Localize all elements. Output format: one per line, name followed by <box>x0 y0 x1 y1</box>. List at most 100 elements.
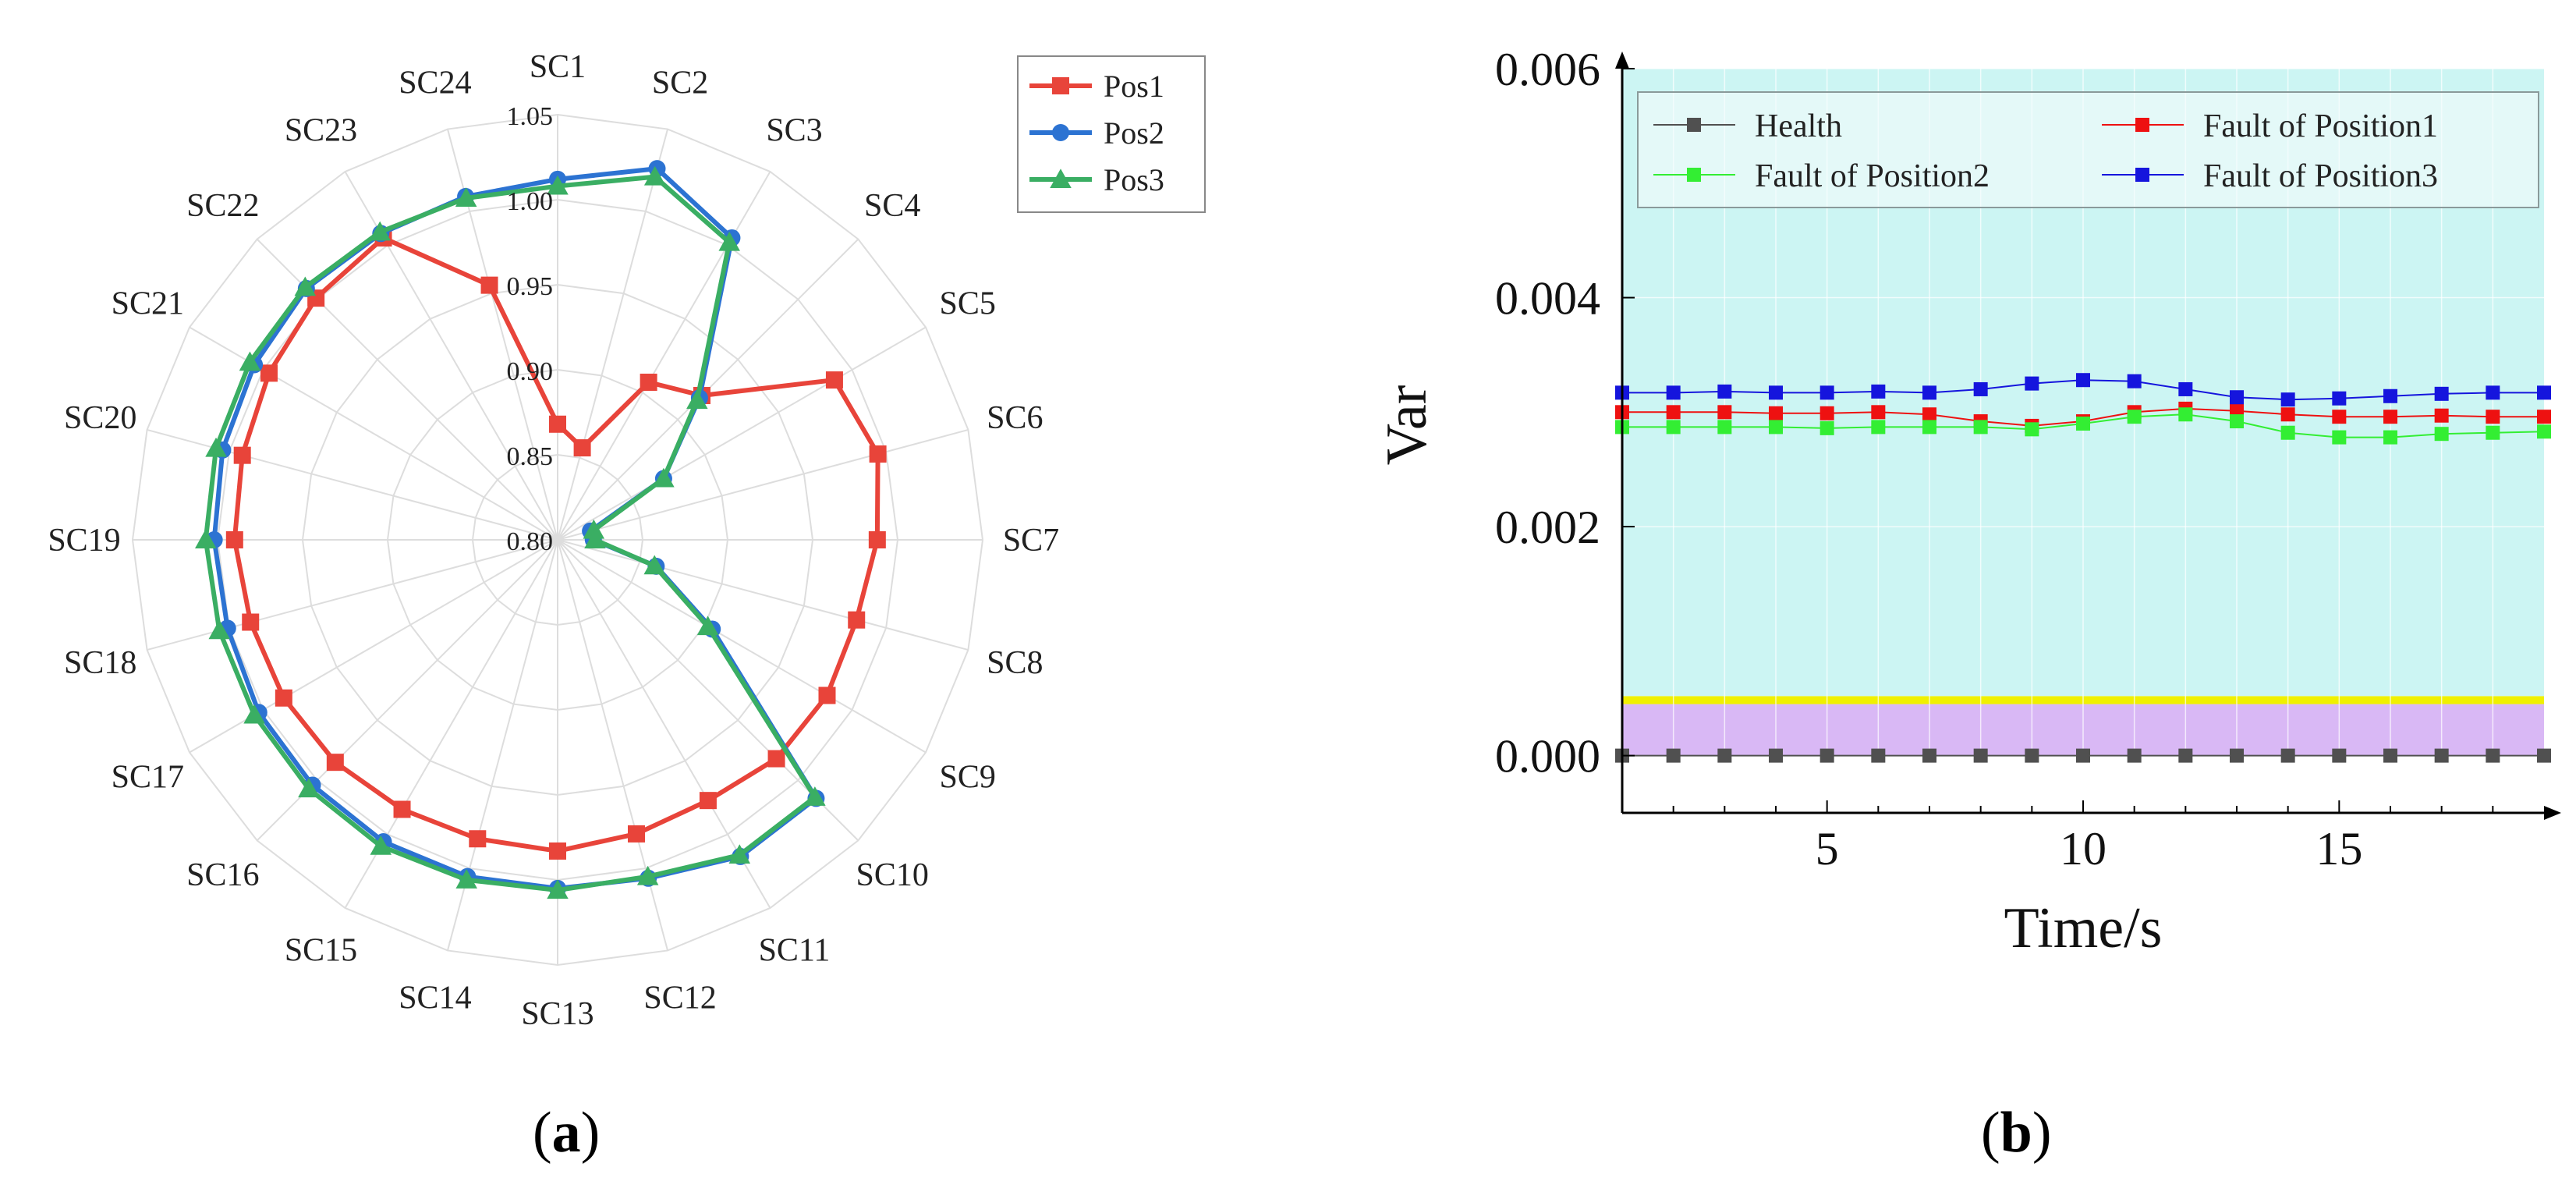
legend-label-fault-of-position2: Fault of Position2 <box>1755 158 1990 194</box>
radar-category-sc9: SC9 <box>939 760 995 796</box>
point-fault-of-position2-t8 <box>1973 420 1988 435</box>
point-fault-of-position3-t10 <box>2076 373 2090 388</box>
radar-point-pos1-sc2 <box>573 439 591 457</box>
point-health-t19 <box>2537 748 2551 763</box>
y-tick-label-0.000: 0.000 <box>1495 731 1600 782</box>
radar-point-pos3-sc5 <box>653 467 675 488</box>
radar-category-sc1: SC1 <box>530 49 586 85</box>
radar-point-pos1-sc8 <box>848 611 866 629</box>
radar-legend: Pos1 Pos2 Pos3 <box>1017 55 1206 213</box>
radar-point-pos3-sc15 <box>370 835 392 855</box>
point-fault-of-position1-t15 <box>2332 410 2347 424</box>
radar-point-pos1-sc18 <box>242 613 260 631</box>
radar-tick-0.90: 0.90 <box>507 357 554 386</box>
radar-grid <box>131 113 984 967</box>
point-health-t8 <box>1973 748 1988 763</box>
point-health-t14 <box>2280 748 2295 763</box>
radar-category-sc24: SC24 <box>399 66 471 101</box>
radar-spoke-9 <box>557 539 927 754</box>
point-fault-of-position3-t8 <box>1973 381 1988 396</box>
point-fault-of-position2-t13 <box>2230 414 2244 429</box>
point-fault-of-position3-t4 <box>1769 385 1783 400</box>
point-fault-of-position2-t7 <box>1922 420 1936 435</box>
radar-point-pos1-sc6 <box>869 445 887 463</box>
radar-category-sc17: SC17 <box>112 760 184 796</box>
radar-point-pos3-sc20 <box>205 437 227 457</box>
radar-point-pos3-sc24 <box>455 187 477 208</box>
radar-point-pos1-sc5 <box>825 371 843 389</box>
point-health-t12 <box>2178 748 2193 763</box>
line-series <box>1615 373 2551 763</box>
radar-category-sc22: SC22 <box>186 188 259 224</box>
legend-marker-fault-of-position1 <box>2135 118 2149 132</box>
point-fault-of-position1-t3 <box>1717 405 1732 420</box>
radar-point-pos3-sc2 <box>643 165 666 186</box>
point-fault-of-position2-t3 <box>1717 420 1732 435</box>
point-health-t6 <box>1871 748 1886 763</box>
point-fault-of-position3-t17 <box>2434 386 2449 401</box>
panel-b-letter: b <box>2000 1101 2032 1165</box>
radar-point-pos1-sc10 <box>767 750 785 768</box>
legend-label-fault-of-position3: Fault of Position3 <box>2203 158 2438 194</box>
point-health-t13 <box>2230 748 2244 763</box>
radar-category-sc10: SC10 <box>856 857 929 893</box>
legend-marker-fault-of-position2 <box>1687 168 1701 182</box>
radar-point-pos1-sc15 <box>393 800 411 818</box>
point-fault-of-position2-t15 <box>2332 430 2347 445</box>
legend-label-health: Health <box>1755 108 1842 144</box>
x-tick-label-15: 15 <box>2316 823 2362 874</box>
point-fault-of-position3-t15 <box>2332 391 2347 406</box>
point-fault-of-position2-t16 <box>2383 430 2397 445</box>
radar-tick-0.95: 0.95 <box>507 272 554 301</box>
radar-series <box>194 160 887 899</box>
point-fault-of-position3-t18 <box>2486 385 2500 400</box>
radar-point-pos1-sc12 <box>627 825 645 843</box>
radar-point-pos3-sc21 <box>239 351 261 371</box>
radar-point-pos1-sc24 <box>480 276 498 294</box>
point-fault-of-position2-t2 <box>1666 420 1681 435</box>
radar-point-pos3-sc3 <box>718 231 740 251</box>
point-fault-of-position2-t11 <box>2127 410 2142 424</box>
radar-point-pos1-sc1 <box>549 415 566 433</box>
point-health-t15 <box>2332 748 2347 763</box>
radar-legend-label-pos3: Pos3 <box>1104 162 1164 197</box>
radar-point-pos3-sc16 <box>298 778 320 798</box>
radar-point-pos3-sc18 <box>208 619 230 640</box>
radar-category-sc19: SC19 <box>48 523 120 559</box>
legend-label-fault-of-position1: Fault of Position1 <box>2203 108 2438 144</box>
radar-spoke-8 <box>557 539 969 651</box>
radar-chart: SC1 SC2 SC3 SC4 SC5 SC6 SC7 SC8 SC9 SC10 SC11 SC12 S… <box>48 49 1206 1032</box>
line-legend: Health Fault of Position1 Fault of Positio… <box>1637 91 2539 208</box>
radar-point-pos1-sc16 <box>326 754 344 772</box>
point-fault-of-position3-t6 <box>1871 384 1886 399</box>
point-fault-of-position3-t12 <box>2178 381 2193 396</box>
panel-a-label: (a) <box>533 1101 601 1165</box>
point-fault-of-position2-t14 <box>2280 425 2295 440</box>
point-health-t10 <box>2076 748 2090 763</box>
radar-point-pos1-sc9 <box>818 686 836 704</box>
x-tick-label-5: 5 <box>1816 823 1839 874</box>
point-fault-of-position2-t19 <box>2537 424 2551 439</box>
radar-category-sc6: SC6 <box>987 400 1043 436</box>
radar-category-sc13: SC13 <box>521 996 594 1032</box>
radar-point-pos3-sc7 <box>584 529 606 548</box>
point-health-t9 <box>2025 748 2039 763</box>
point-fault-of-position3-t19 <box>2537 385 2551 400</box>
point-health-t16 <box>2383 748 2397 763</box>
radar-tick-1.00: 1.00 <box>507 187 554 216</box>
radar-category-sc21: SC21 <box>112 286 184 322</box>
radar-point-pos3-sc13 <box>547 879 569 899</box>
radar-category-sc5: SC5 <box>939 286 995 322</box>
point-fault-of-position1-t18 <box>2486 410 2500 424</box>
point-fault-of-position2-t10 <box>2076 416 2090 431</box>
radar-category-sc20: SC20 <box>64 400 136 436</box>
radar-tick-labels: 0.80 0.85 0.90 0.95 1.00 1.05 <box>507 102 554 556</box>
radar-point-pos1-sc20 <box>233 446 251 464</box>
radar-spoke-6 <box>557 428 969 541</box>
radar-point-pos1-sc19 <box>225 531 243 548</box>
radar-spoke-5 <box>557 326 927 541</box>
radar-point-pos3-sc8 <box>643 555 665 575</box>
radar-category-sc18: SC18 <box>64 645 136 681</box>
radar-legend-label-pos1: Pos1 <box>1104 69 1164 104</box>
